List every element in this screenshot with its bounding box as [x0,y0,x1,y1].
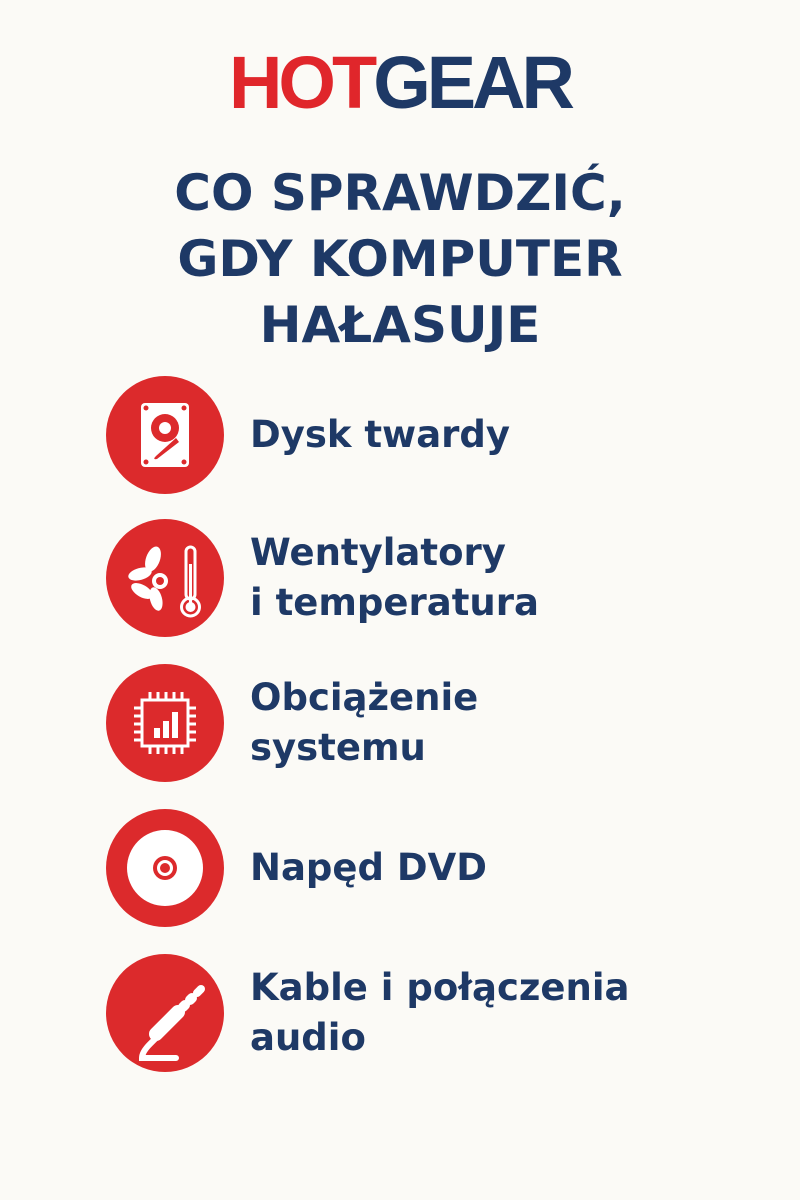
item-label: Wentylatory i temperatura [250,528,539,628]
title-line: HAŁASUJE [259,296,541,354]
label-line: Napęd DVD [250,846,487,889]
label-line: audio [250,1016,366,1059]
list-item-audio-cables: Kable i połączenia audio [106,953,766,1073]
label-line: Obciążenie [250,676,479,719]
dvd-disc-icon [106,809,224,927]
label-line: systemu [250,726,426,769]
hotgear-logo: HOTGEAR [0,46,800,120]
audio-cable-icon [106,954,224,1072]
label-line: Kable i połączenia [250,966,630,1009]
label-line: Wentylatory [250,531,506,574]
logo-gear: GEAR [373,41,575,124]
item-label: Dysk twardy [250,410,510,460]
title-line: CO SPRAWDZIĆ, [174,164,626,222]
fan-thermometer-icon [106,519,224,637]
list-item-dvd-drive: Napęd DVD [106,808,766,928]
cpu-load-icon [106,664,224,782]
item-label: Kable i połączenia audio [250,963,630,1063]
list-item-fans-temperature: Wentylatory i temperatura [106,518,766,638]
logo-hot: HOT [228,41,377,124]
page-title: CO SPRAWDZIĆ, GDY KOMPUTER HAŁASUJE [0,160,800,358]
hard-drive-icon [106,376,224,494]
item-label: Obciążenie systemu [250,673,478,773]
list-item-system-load: Obciążenie systemu [106,663,766,783]
label-line: i temperatura [250,581,539,624]
title-line: GDY KOMPUTER [177,230,623,288]
list-item-hard-drive: Dysk twardy [106,375,766,495]
item-label: Napęd DVD [250,843,487,893]
label-line: Dysk twardy [250,413,511,456]
